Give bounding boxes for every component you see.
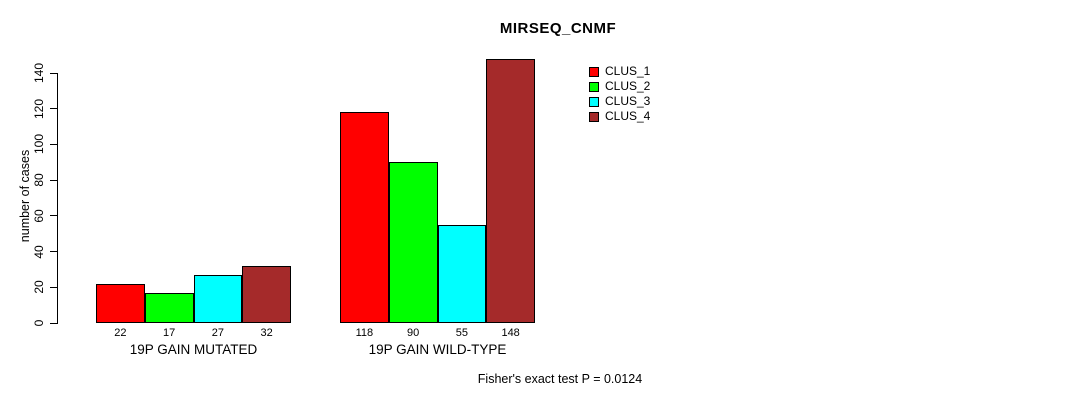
- y-axis-line: [57, 73, 58, 324]
- y-tick-mark: [50, 286, 57, 288]
- y-tick-label: 60: [32, 209, 46, 223]
- legend-swatch: [589, 66, 599, 77]
- legend-swatch: [589, 81, 599, 92]
- bar-clus_1: [96, 283, 145, 323]
- y-tick-mark: [50, 72, 57, 74]
- y-tick-mark: [50, 143, 57, 145]
- legend-item: CLUS_2: [589, 79, 650, 94]
- legend-swatch: [589, 96, 599, 107]
- legend-label: CLUS_3: [605, 94, 651, 108]
- bar-value-label: 55: [455, 327, 468, 339]
- y-tick-label: 120: [32, 98, 46, 119]
- y-tick-label: 40: [32, 244, 46, 259]
- bar-value-label: 17: [163, 327, 176, 339]
- y-tick-label: 20: [32, 280, 46, 294]
- bar-clus_4: [486, 58, 535, 323]
- legend-swatch: [589, 111, 599, 122]
- y-tick-mark: [50, 215, 57, 217]
- legend-label: CLUS_4: [605, 109, 651, 123]
- y-tick-label: 0: [32, 319, 46, 327]
- bar-value-label: 27: [211, 327, 224, 339]
- bar-value-label: 148: [501, 327, 520, 339]
- bar-value-label: 90: [407, 327, 420, 339]
- group-label: 19P GAIN MUTATED: [129, 342, 258, 357]
- bar-clus_1: [340, 112, 389, 323]
- y-tick-label: 140: [32, 62, 46, 84]
- y-tick-mark: [50, 108, 57, 110]
- bar-value-label: 32: [260, 327, 273, 339]
- y-axis-title: number of cases: [18, 149, 32, 243]
- legend: CLUS_1 CLUS_2 CLUS_3 CLUS_4: [589, 64, 650, 124]
- legend-item: CLUS_4: [589, 109, 650, 124]
- y-tick-mark: [50, 251, 57, 253]
- legend-label: CLUS_2: [605, 79, 651, 93]
- bar-clus_3: [193, 274, 243, 323]
- legend-item: CLUS_3: [589, 94, 650, 109]
- y-tick-label: 80: [32, 173, 46, 187]
- y-tick-mark: [50, 322, 57, 324]
- y-tick-mark: [50, 179, 57, 181]
- bar-clus_2: [144, 292, 194, 323]
- bar-clus_2: [388, 162, 438, 323]
- legend-label: CLUS_1: [605, 64, 651, 78]
- bar-clus_3: [437, 224, 487, 323]
- group-label: 19P GAIN WILD-TYPE: [368, 342, 507, 357]
- y-tick-label: 100: [32, 134, 46, 155]
- bar-clus_4: [242, 265, 291, 323]
- fisher-test-annotation: Fisher's exact test P = 0.0124: [477, 372, 643, 386]
- legend-item: CLUS_1: [589, 64, 650, 79]
- bar-value-label: 22: [114, 327, 127, 339]
- chart-title: MIRSEQ_CNMF: [499, 20, 617, 37]
- bar-value-label: 118: [355, 327, 374, 339]
